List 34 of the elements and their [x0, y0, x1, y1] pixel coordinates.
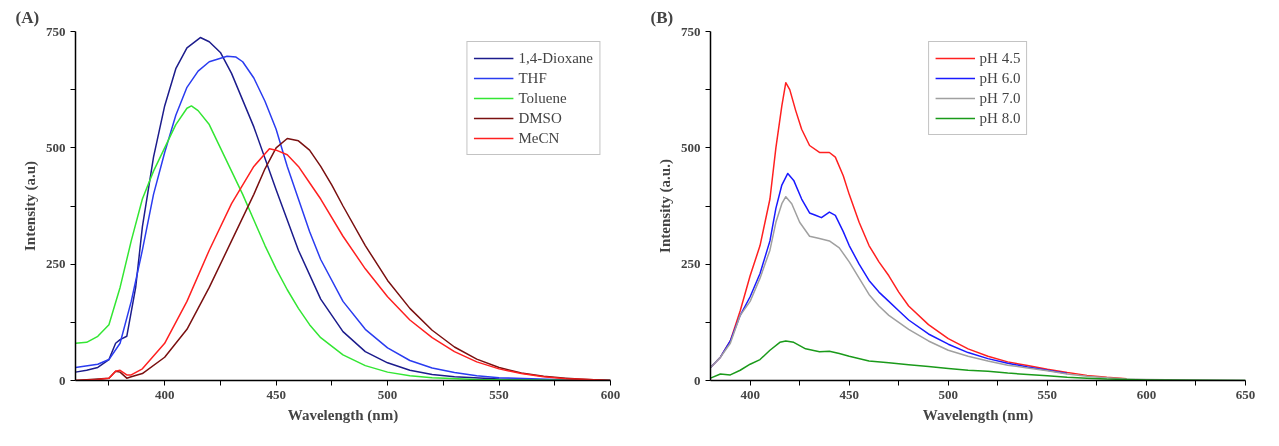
legend-label: 1,4-Dioxane	[518, 49, 593, 67]
legend-label: pH 7.0	[979, 89, 1021, 107]
x-tick-label: 600	[1136, 386, 1157, 402]
x-tick-label: 500	[377, 386, 398, 402]
chart-title: (A)	[15, 7, 40, 27]
legend-label: DMSO	[518, 109, 562, 127]
y-tick-label: 500	[681, 139, 701, 155]
legend-label: pH 8.0	[979, 109, 1021, 127]
x-tick-label: 400	[154, 386, 175, 402]
y-tick-label: 0	[694, 372, 701, 388]
chart-title: (B)	[650, 7, 674, 27]
legend-label: pH 4.5	[979, 49, 1021, 67]
x-axis-title: Wavelength (nm)	[287, 406, 399, 424]
x-tick-label: 400	[740, 386, 760, 402]
x-tick-label: 650	[1235, 386, 1256, 402]
legend-label: Toluene	[518, 89, 567, 107]
legend-label: pH 6.0	[979, 69, 1021, 87]
x-tick-label: 450	[266, 386, 286, 402]
y-tick-label: 750	[46, 23, 66, 39]
y-axis-title: Intensity (a.u)	[22, 160, 39, 251]
x-tick-label: 600	[600, 386, 621, 402]
y-tick-label: 250	[681, 256, 701, 272]
x-tick-label: 500	[938, 386, 959, 402]
x-tick-label: 550	[489, 386, 509, 402]
x-tick-label: 550	[1037, 386, 1058, 402]
x-axis-title: Wavelength (nm)	[922, 406, 1034, 424]
legend-label: MeCN	[518, 129, 560, 147]
legend-label: THF	[518, 69, 547, 87]
y-tick-label: 750	[681, 23, 701, 39]
y-tick-label: 250	[46, 256, 66, 272]
y-axis-title: Intensity (a.u.)	[657, 159, 674, 253]
x-tick-label: 450	[839, 386, 859, 402]
y-tick-label: 0	[59, 372, 66, 388]
y-tick-label: 500	[46, 139, 66, 155]
